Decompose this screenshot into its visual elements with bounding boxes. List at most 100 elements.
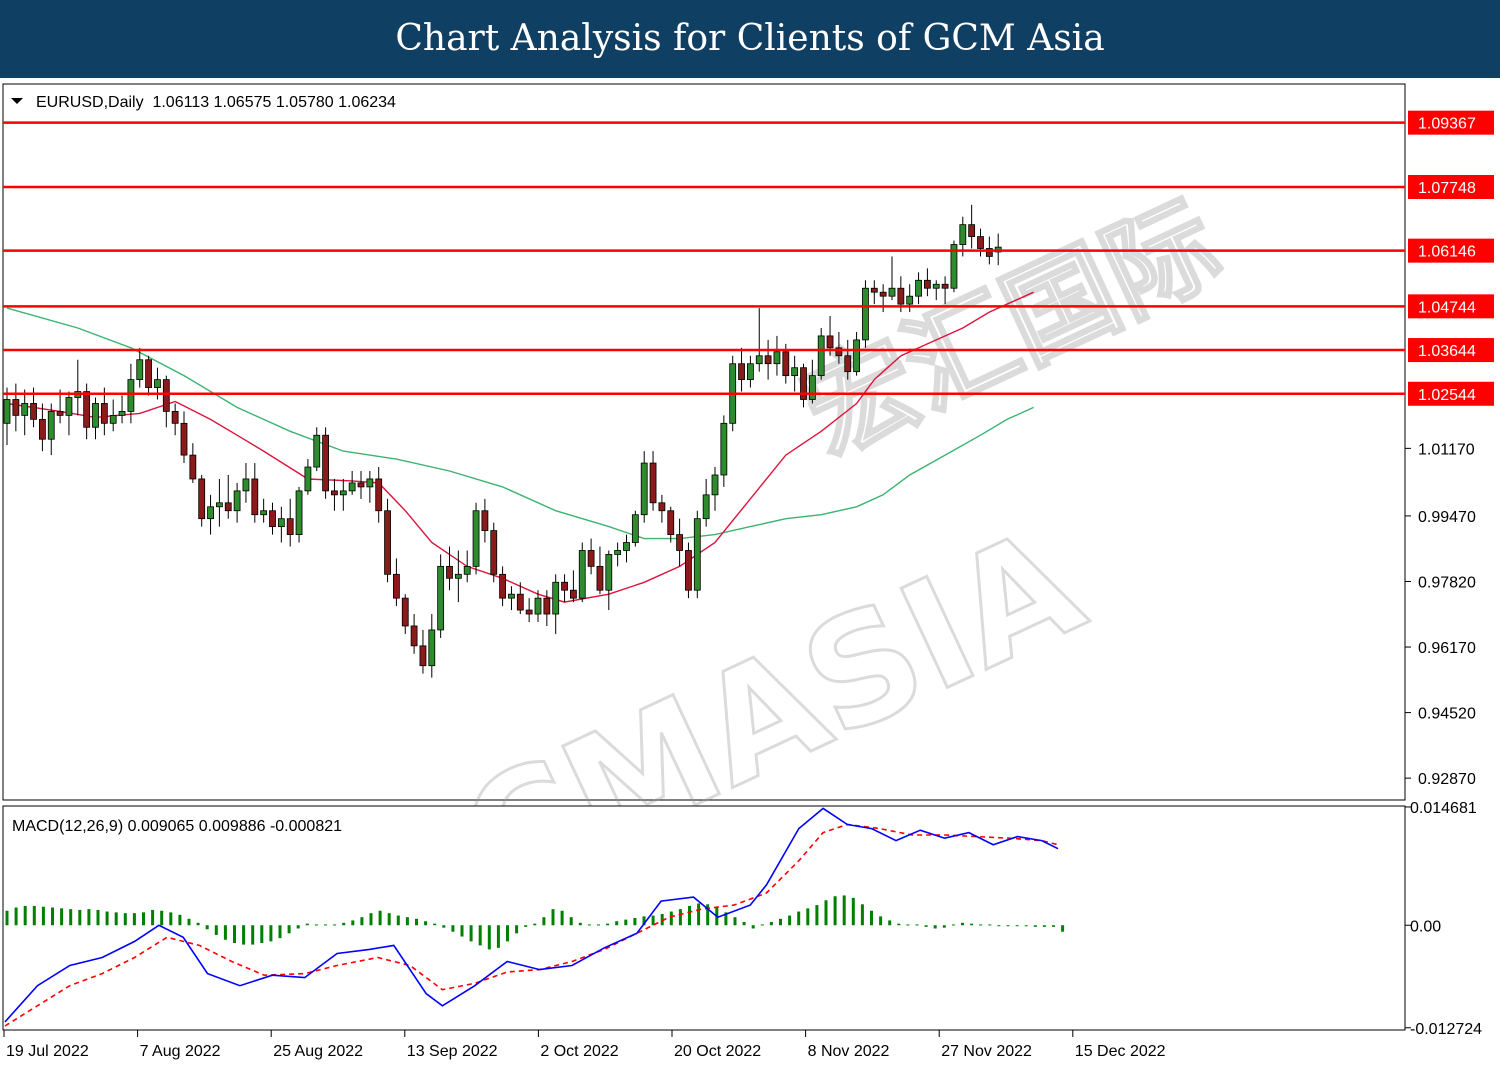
candle-body [578,550,586,599]
histogram-bar [251,925,255,945]
candle [481,498,489,543]
macd-line [4,807,1059,1023]
histogram-bar [405,917,409,926]
time-tick-label: 13 Sep 2022 [407,1043,498,1060]
level-tag-label: 1.06146 [1418,244,1476,261]
histogram-bar [296,925,300,929]
histogram-bar [1006,925,1010,927]
candle-body [862,287,869,341]
histogram-bar [233,925,236,943]
candle-body [410,625,418,647]
candle [747,355,754,388]
candle-body [277,518,285,528]
candle [313,427,321,472]
histogram-bar [879,916,883,926]
macd-histogram [5,895,1065,950]
candle [870,280,878,305]
histogram-bar [205,925,209,930]
histogram-bar [5,910,9,926]
dropdown-triangle-icon[interactable] [11,98,23,104]
candle-body [640,462,648,516]
candle-body [454,573,462,579]
candle [304,459,312,495]
candle [764,339,772,380]
histogram-bar [32,905,36,926]
histogram-bar [924,925,928,927]
histogram-bar [469,925,473,942]
histogram-bar [178,914,182,926]
candle-body [392,573,400,599]
candle-body [915,279,922,297]
candle-body [499,573,507,599]
candle-body [835,347,843,357]
histogram-bar [760,924,764,926]
level-tag-label: 1.09367 [1418,116,1476,133]
histogram-bar [533,923,537,926]
candle [207,494,214,535]
candle-body [932,283,940,289]
level-tag-label: 1.04744 [1418,299,1476,316]
candle-body [339,490,347,496]
histogram-bar [269,925,273,942]
candle-body [384,510,391,575]
candle-body [419,645,427,667]
candle [525,598,533,622]
candle [198,474,206,527]
candle-body [711,474,719,496]
candle [322,427,330,499]
candle-body [977,236,984,249]
candle [446,546,453,591]
histogram-bar [333,924,337,926]
candle [667,506,675,543]
candle [614,542,622,567]
histogram-bar [23,905,27,926]
level-tag [1408,338,1494,363]
candle [463,550,471,583]
histogram-bar [1052,925,1055,927]
histogram-bar [751,925,755,929]
candle-body [941,283,949,289]
candle-body [870,287,878,293]
histogram-bar [933,925,937,929]
horizontal-levels [3,121,1405,396]
candle [552,574,560,634]
histogram-bar [1061,925,1065,932]
candle [516,582,524,615]
histogram-bar [915,924,919,926]
candle-body [667,510,675,535]
candle-body [924,279,931,289]
candle [21,389,29,436]
candle [357,471,365,499]
candle-body [676,534,683,551]
candle [800,363,807,408]
histogram-bar [78,909,82,926]
candle [693,510,701,599]
histogram-bar [242,925,246,945]
candle-body [985,248,993,257]
histogram-bar [578,922,582,926]
time-tick-label: 25 Aug 2022 [273,1043,363,1060]
level-tag-label: 1.07748 [1418,180,1476,197]
candle [499,566,507,607]
candle [331,478,338,511]
histogram-bar [897,923,901,926]
histogram-bar [860,904,864,926]
candle [950,240,958,293]
candle-body [516,593,524,611]
histogram-bar [360,917,364,926]
candle-body [685,550,692,591]
histogram-bar [1024,925,1028,927]
histogram-bar [606,923,610,926]
histogram-bar [906,924,910,926]
ma-slow-line [6,307,1034,540]
candle [853,331,860,376]
candle [260,498,268,523]
level-tag [1408,294,1494,319]
histogram-bar [961,922,964,926]
candle-body [755,355,763,365]
candle-body [322,434,330,492]
candle [189,443,197,483]
macd-info: MACD(12,26,9) 0.009065 0.009886 -0.00082… [12,818,342,835]
level-tag [1408,238,1494,263]
